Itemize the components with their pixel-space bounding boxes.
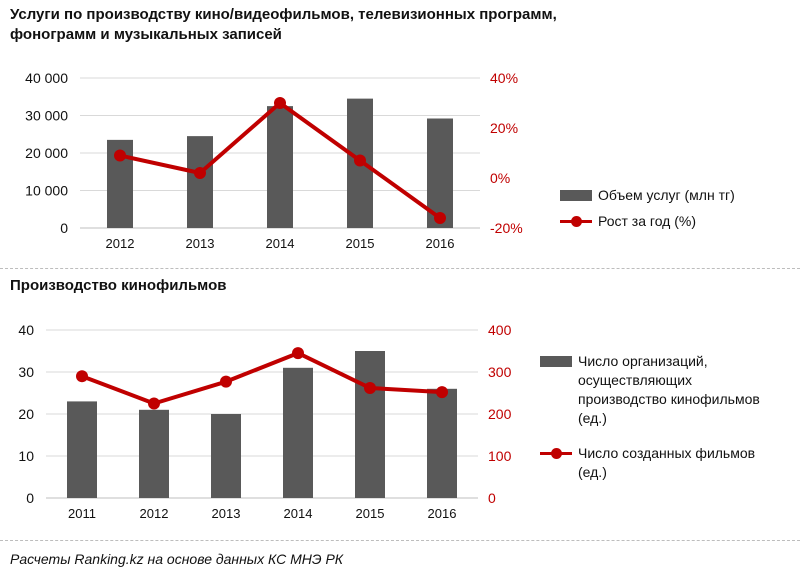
left-axis-tick-label: 20 000 [25, 145, 68, 161]
x-axis-tick-label: 2015 [346, 236, 375, 251]
right-axis-tick-label: 300 [488, 364, 512, 380]
left-axis-tick-label: 40 [18, 322, 34, 338]
line-point [274, 97, 286, 109]
x-axis-tick-label: 2013 [186, 236, 215, 251]
legend-line-swatch [540, 444, 572, 462]
left-axis-tick-label: 0 [60, 220, 68, 236]
chart-1-title: Услуги по производству кино/видеофильмов… [10, 6, 557, 43]
bar [283, 367, 313, 498]
left-axis-tick-label: 0 [26, 490, 34, 506]
line-point [220, 375, 232, 388]
legend-item-growth: Рост за год (%) [560, 212, 696, 231]
line-point [114, 149, 126, 162]
left-axis-tick-label: 30 [18, 364, 34, 380]
legend-line-text: Число созданных фильмов [578, 445, 756, 461]
left-axis-tick-label: 30 000 [25, 108, 68, 124]
source-footnote: Расчеты Ranking.kz на основе данных КС М… [10, 551, 344, 567]
right-axis-tick-label: 0% [490, 170, 510, 186]
bar [355, 351, 385, 498]
line-series [81, 351, 443, 406]
x-axis-tick-label: 2016 [426, 236, 455, 251]
legend-bar-swatch [560, 190, 592, 201]
section-divider [0, 540, 800, 541]
line-point [76, 370, 88, 383]
x-axis-tick-label: 2014 [266, 236, 295, 251]
line-point [194, 167, 206, 179]
section-divider [0, 268, 800, 269]
bar [139, 409, 169, 498]
legend-label-growth: Рост за год (%) [598, 213, 697, 229]
right-axis-tick-label: 40% [490, 70, 518, 86]
right-axis-tick-label: -20% [490, 220, 523, 236]
chart-1: 0 10 000 20 000 30 000 40 000 -20% 0% 20% 40% 201… [25, 70, 523, 251]
line-point [292, 347, 304, 360]
x-axis-tick-label: 2011 [68, 506, 96, 521]
line-point [354, 154, 366, 167]
legend-item-volume: Объем услуг (млн тг) [560, 186, 735, 205]
right-axis-tick-label: 200 [488, 406, 512, 422]
bar [211, 414, 241, 498]
x-axis-tick-label: 2015 [356, 506, 385, 521]
left-axis-tick-label: 20 [18, 406, 34, 422]
line-point [436, 386, 448, 399]
legend-item-films: Число созданных фильмов (ед.) [540, 444, 755, 482]
x-axis-tick-label: 2013 [212, 506, 241, 521]
x-axis-tick-label: 2016 [428, 506, 457, 521]
line-point [148, 397, 160, 410]
chart-2-title: Производство кинофильмов [10, 277, 227, 294]
right-axis-tick-label: 20% [490, 120, 518, 136]
left-axis-tick-label: 40 000 [25, 70, 68, 86]
legend-line-text: Число организаций, [578, 353, 708, 369]
legend-label-films: Число созданных фильмов (ед.) [578, 444, 755, 482]
bar [267, 106, 293, 228]
bar [187, 136, 213, 228]
legend-bar-swatch [540, 356, 572, 367]
right-axis-tick-label: 100 [488, 448, 512, 464]
legend-label-volume: Объем услуг (млн тг) [598, 187, 735, 203]
legend-line-swatch [560, 212, 592, 230]
line-point [434, 212, 446, 224]
legend-line-text: производство кинофильмов [578, 391, 760, 407]
bar [67, 401, 97, 498]
bar [427, 388, 457, 498]
x-axis-tick-label: 2012 [106, 236, 135, 251]
x-axis-tick-label: 2014 [284, 506, 313, 521]
legend-item-organizations: Число организаций, осуществляющих произв… [540, 352, 760, 428]
legend-line-text: (ед.) [578, 410, 607, 426]
legend-label-organizations: Число организаций, осуществляющих произв… [578, 352, 760, 428]
x-axis-tick-label: 2012 [140, 506, 169, 521]
right-axis-tick-label: 0 [488, 490, 496, 506]
line-point [364, 381, 376, 394]
left-axis-tick-label: 10 000 [25, 183, 68, 199]
legend-line-text: осуществляющих [578, 372, 693, 388]
legend-line-text: (ед.) [578, 464, 607, 480]
left-axis-tick-label: 10 [18, 448, 34, 464]
right-axis-tick-label: 400 [488, 322, 512, 338]
